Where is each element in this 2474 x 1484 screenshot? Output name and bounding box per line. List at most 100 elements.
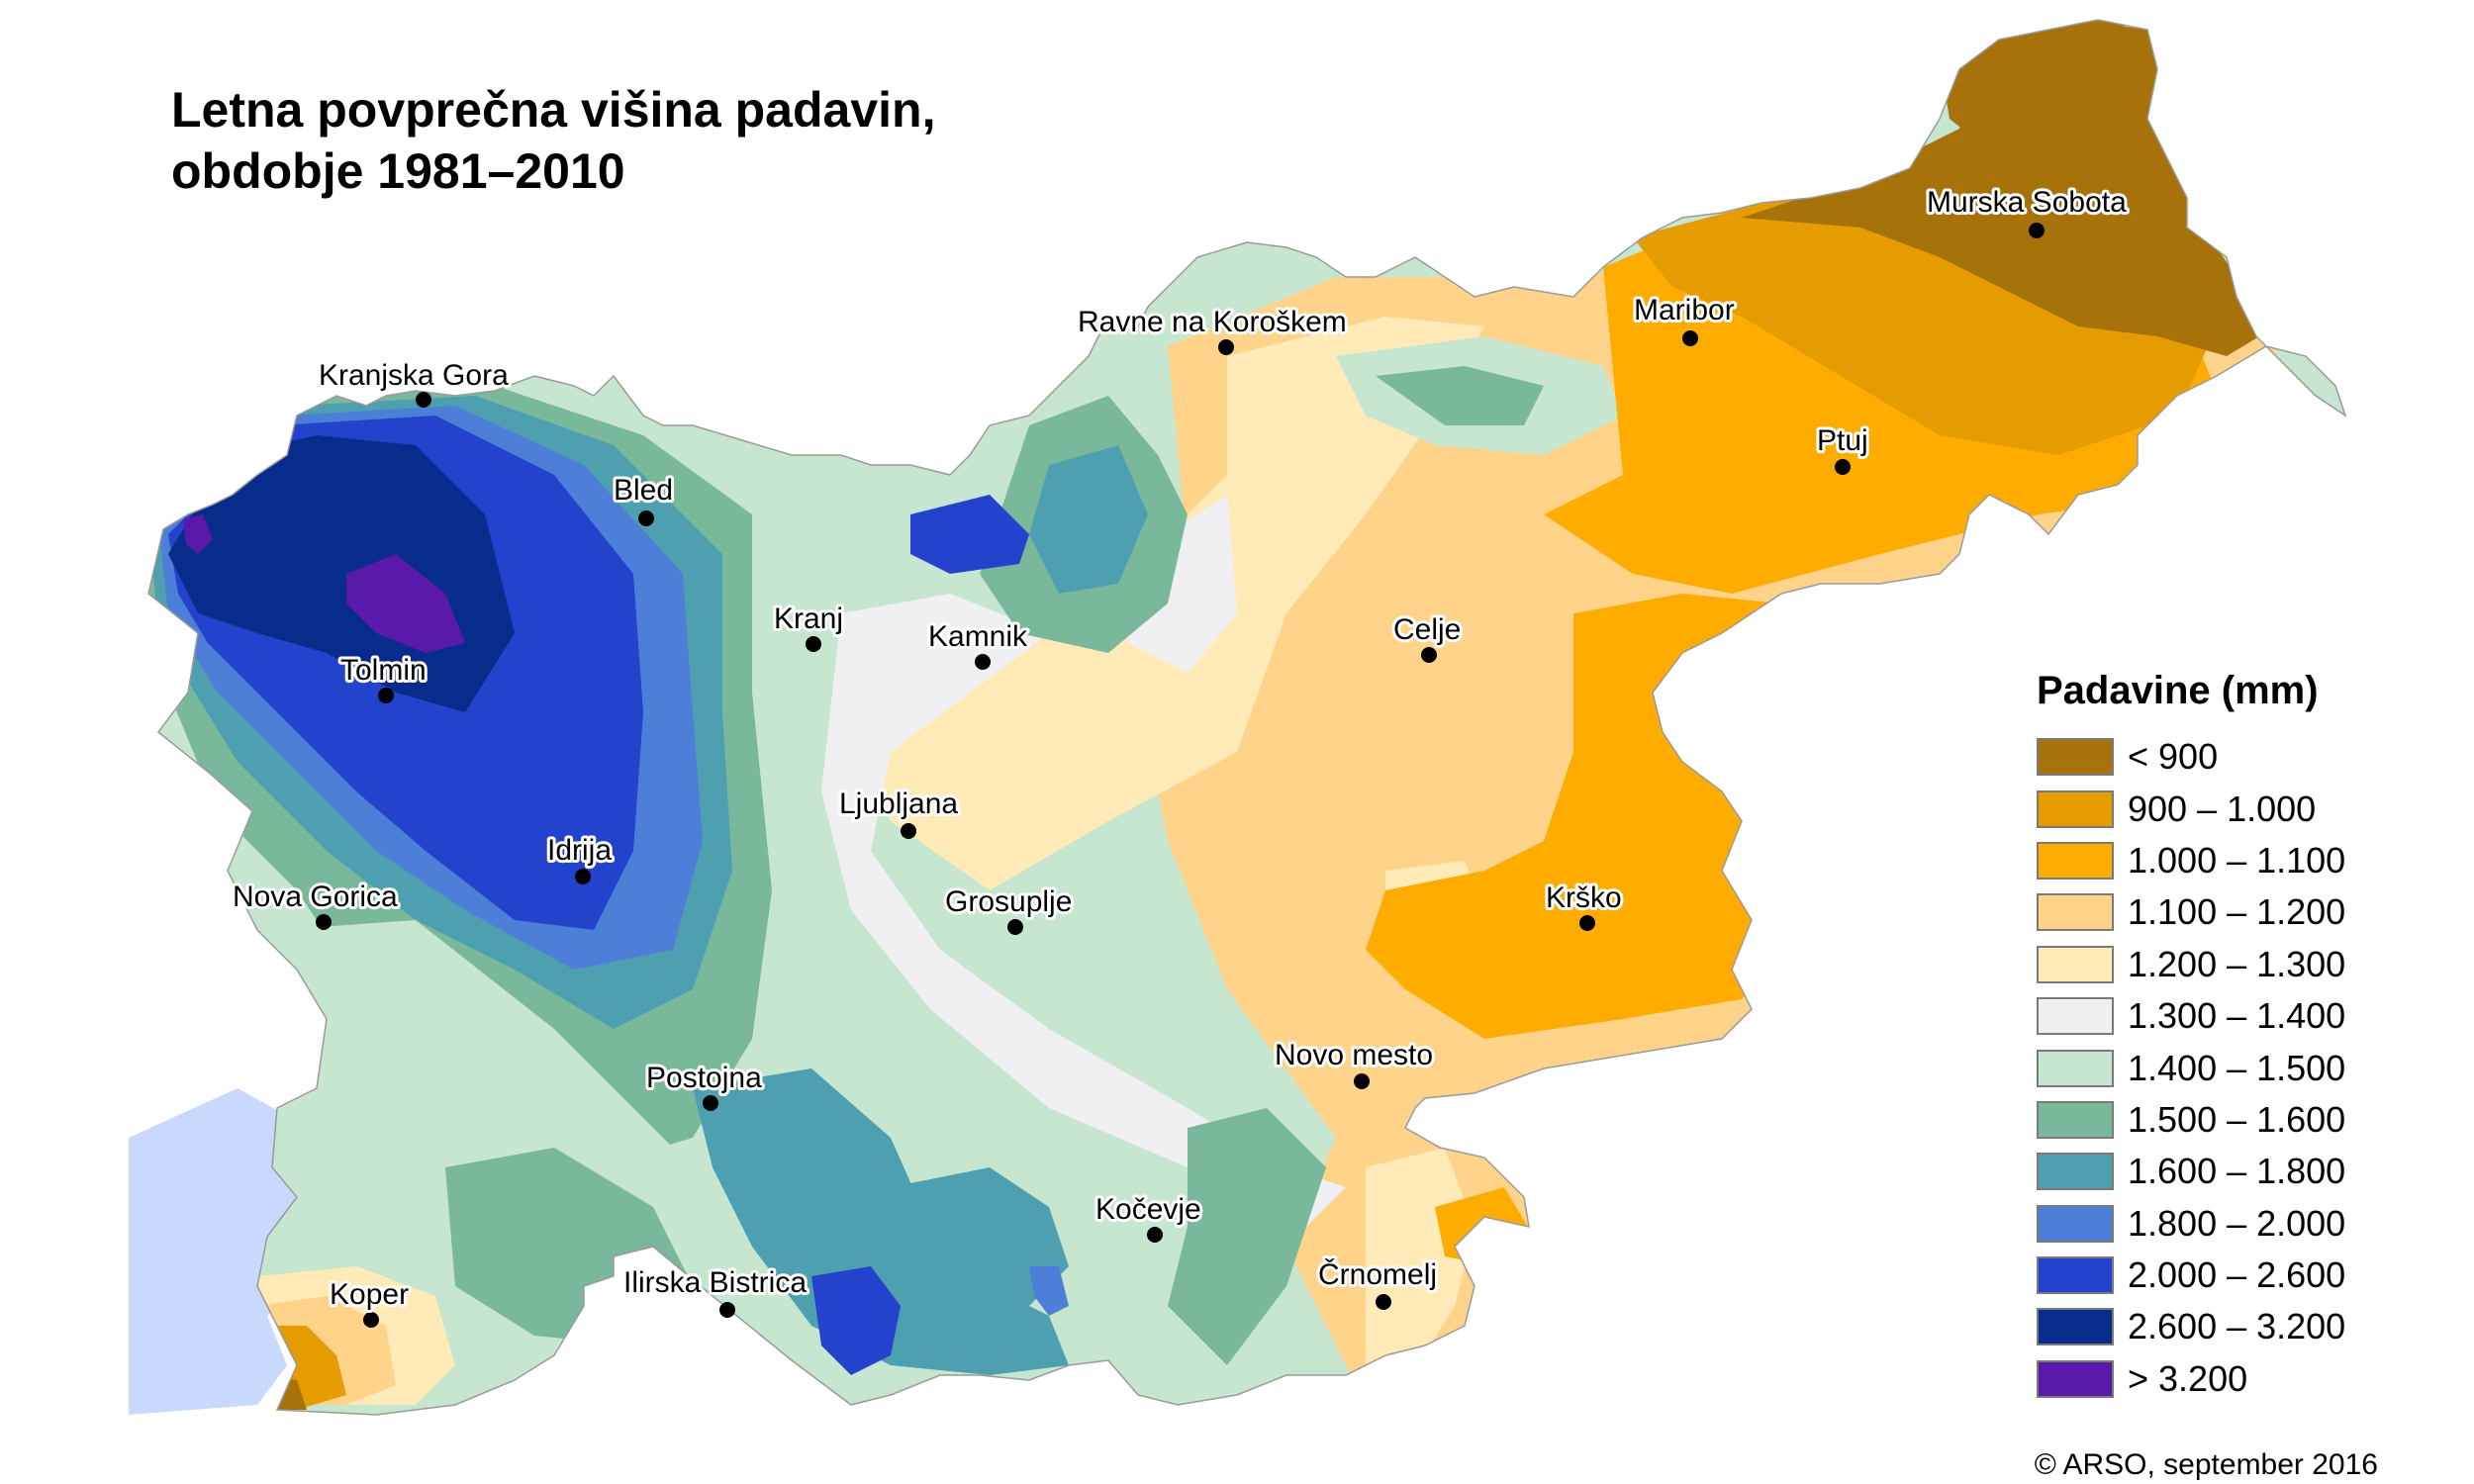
city-label: Kamnik <box>928 620 1028 653</box>
city-idrija: Idrija <box>544 831 615 884</box>
city-label: Novo mesto <box>1275 1039 1433 1071</box>
legend-item-1200-1300: 1.200 – 1.300 <box>2037 939 2462 990</box>
city-dot <box>378 688 394 703</box>
city-ilirska-bistrica: Ilirska Bistrica <box>620 1263 809 1318</box>
map-title-line2: obdobje 1981–2010 <box>171 143 625 199</box>
city-kamnik: Kamnik <box>925 617 1031 670</box>
city-dot <box>2029 223 2045 238</box>
city-label: Krško <box>1546 881 1622 914</box>
legend-title: Padavine (mm) <box>2037 669 2319 712</box>
city-dot <box>1835 459 1851 475</box>
legend-swatch <box>2037 1153 2114 1191</box>
legend-label: 1.800 – 2.000 <box>2128 1202 2346 1244</box>
legend-item-lt-900: < 900 <box>2037 731 2462 783</box>
legend-swatch <box>2037 841 2114 880</box>
legend-item-1100-1200: 1.100 – 1.200 <box>2037 886 2462 938</box>
city-label: Kranj <box>774 603 843 635</box>
city-label: Ilirska Bistrica <box>623 1266 807 1299</box>
legend-label: 900 – 1.000 <box>2128 788 2317 829</box>
legend-item-2000-2600: 2.000 – 2.600 <box>2037 1250 2462 1301</box>
city-dot <box>975 654 991 670</box>
copyright-credit: © ARSO, september 2016 <box>2034 1448 2378 1481</box>
country-border <box>147 19 2347 1416</box>
legend-swatch <box>2037 1308 2114 1346</box>
legend-label: 1.300 – 1.400 <box>2128 995 2346 1037</box>
legend-item-gt-3200: > 3.200 <box>2037 1353 2462 1405</box>
legend-swatch <box>2037 997 2114 1036</box>
city-dot <box>1147 1227 1163 1243</box>
legend-item-1300-1400: 1.300 – 1.400 <box>2037 990 2462 1042</box>
city-dot <box>806 636 821 652</box>
legend-swatch <box>2037 738 2114 777</box>
city-dot <box>1682 330 1698 346</box>
city-novo-mesto: Novo mesto <box>1272 1036 1436 1089</box>
city-dot <box>1421 647 1437 663</box>
city-dot <box>1376 1294 1391 1310</box>
legend-label: 2.600 – 3.200 <box>2128 1306 2346 1347</box>
city-dot <box>1218 339 1234 355</box>
legend-swatch <box>2037 945 2114 983</box>
legend-label: 1.100 – 1.200 <box>2128 891 2346 933</box>
city-label: Celje <box>1393 613 1461 646</box>
city-label: Bled <box>614 474 673 507</box>
map-title-line1: Letna povprečna višina padavin, <box>171 82 936 138</box>
city-koper: Koper <box>327 1275 412 1328</box>
city-label: Murska Sobota <box>1927 186 2127 219</box>
city-label: Nova Gorica <box>233 881 398 913</box>
legend-label: 1.200 – 1.300 <box>2128 943 2346 984</box>
legend-swatch <box>2037 1049 2114 1087</box>
legend-item-900-1000: 900 – 1.000 <box>2037 783 2462 834</box>
city-label: Postojna <box>646 1062 762 1094</box>
legend-swatch <box>2037 893 2114 932</box>
city-grosuplje: Grosuplje <box>942 882 1075 935</box>
legend-label: > 3.200 <box>2128 1357 2248 1399</box>
legend-swatch <box>2037 1204 2114 1243</box>
city-label: Ljubljana <box>839 788 958 820</box>
legend-item-1400-1500: 1.400 – 1.500 <box>2037 1042 2462 1093</box>
city-celje: Celje <box>1390 610 1464 663</box>
city-kocevje: Kočevje <box>1093 1190 1204 1243</box>
city-krsko: Krško <box>1543 879 1625 931</box>
city-dot <box>1579 915 1595 931</box>
city-nova-gorica: Nova Gorica <box>230 878 401 930</box>
city-label: Maribor <box>1634 294 1735 326</box>
city-postojna: Postojna <box>643 1059 765 1111</box>
city-dot <box>1007 919 1023 935</box>
city-maribor: Maribor <box>1631 291 1738 346</box>
city-dot <box>575 869 591 884</box>
city-ptuj: Ptuj <box>1814 421 1871 475</box>
city-kranjska-gora: Kranjska Gora <box>316 356 512 408</box>
legend-swatch <box>2037 1100 2114 1139</box>
city-dot <box>316 914 332 930</box>
city-label: Ptuj <box>1817 424 1868 457</box>
legend-swatch <box>2037 1359 2114 1398</box>
legend-item-1600-1800: 1.600 – 1.800 <box>2037 1146 2462 1197</box>
precipitation-legend: Padavine (mm) < 900 900 – 1.000 1.000 – … <box>2037 669 2462 1405</box>
legend-swatch <box>2037 1256 2114 1295</box>
city-dot <box>1354 1073 1370 1089</box>
city-dot <box>901 823 916 839</box>
city-dot <box>638 510 654 526</box>
city-bled: Bled <box>611 471 676 526</box>
city-ljubljana: Ljubljana <box>836 785 961 839</box>
city-dot <box>703 1095 718 1111</box>
map-title: Letna povprečna višina padavin, obdobje … <box>171 79 935 202</box>
city-label: Kočevje <box>1095 1193 1201 1226</box>
legend-swatch <box>2037 789 2114 828</box>
city-dot <box>416 392 431 408</box>
city-ravne-na-koroskem: Ravne na Koroškem <box>1075 303 1350 355</box>
city-crnomelj: Črnomelj <box>1315 1254 1440 1310</box>
city-label: Ravne na Koroškem <box>1078 306 1347 338</box>
city-dot <box>719 1302 735 1318</box>
city-label: Koper <box>330 1278 409 1311</box>
legend-item-1000-1100: 1.000 – 1.100 <box>2037 835 2462 886</box>
legend-label: < 900 <box>2128 736 2219 778</box>
legend-label: 1.500 – 1.600 <box>2128 1098 2346 1140</box>
city-label: Črnomelj <box>1318 1257 1437 1291</box>
city-label: Tolmin <box>340 654 427 687</box>
city-kranj: Kranj <box>771 600 846 652</box>
city-label: Kranjska Gora <box>319 359 509 392</box>
legend-label: 1.000 – 1.100 <box>2128 839 2346 881</box>
city-label: Idrija <box>547 834 612 867</box>
